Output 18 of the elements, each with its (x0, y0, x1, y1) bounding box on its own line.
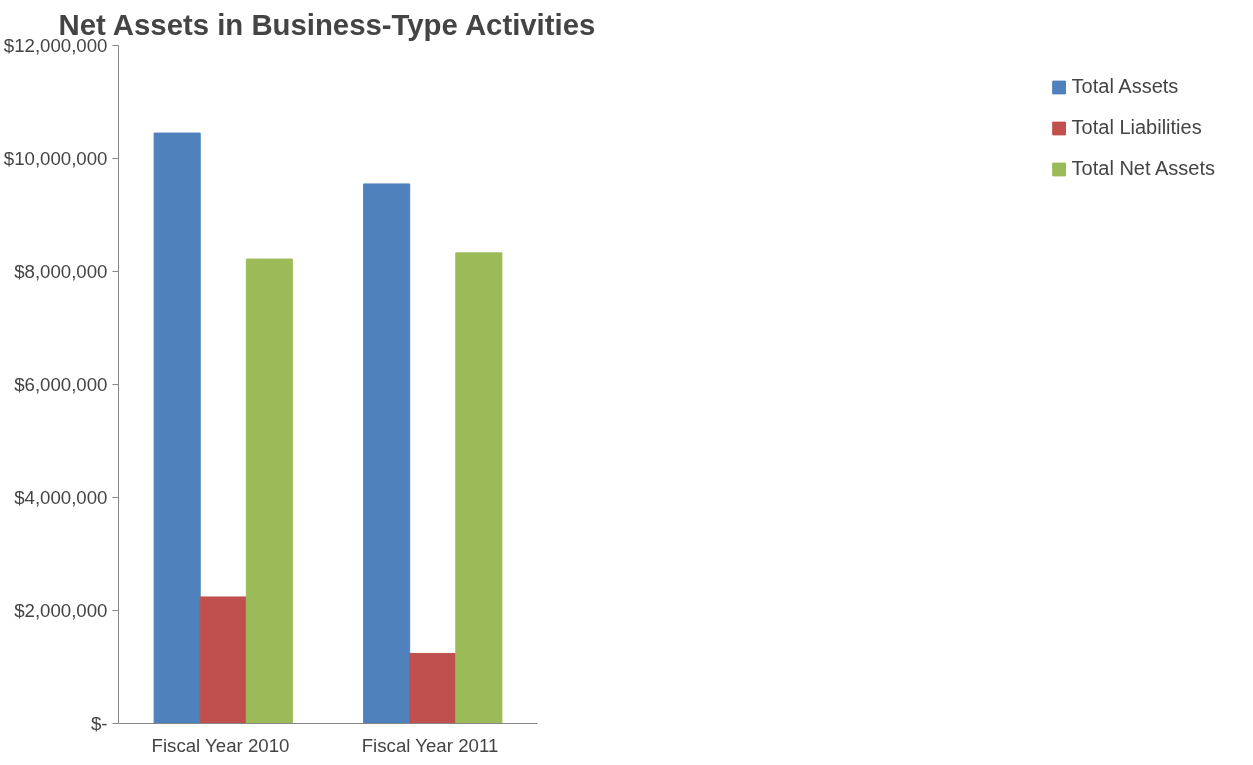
bar (199, 596, 247, 724)
legend-label: Total Net Assets (1071, 157, 1215, 180)
legend-label: Total Assets (1071, 75, 1179, 98)
bar (153, 132, 201, 724)
bar (245, 258, 293, 724)
y-tick-label: $8,000,000 (14, 261, 108, 282)
y-tick-label: $4,000,000 (14, 487, 108, 508)
y-tick-label: $10,000,000 (3, 148, 108, 169)
y-tick-label: $2,000,000 (14, 600, 108, 621)
bar (455, 252, 503, 724)
y-tick-label: $12,000,000 (3, 35, 108, 56)
y-tick-label: $- (90, 713, 108, 734)
legend-label: Total Liabilities (1071, 116, 1202, 139)
y-tick-label: $6,000,000 (14, 374, 108, 395)
bar (363, 183, 411, 724)
bar (409, 652, 457, 724)
x-tick-label: Fiscal Year 2011 (361, 734, 499, 756)
x-tick-label: Fiscal Year 2010 (151, 734, 290, 756)
